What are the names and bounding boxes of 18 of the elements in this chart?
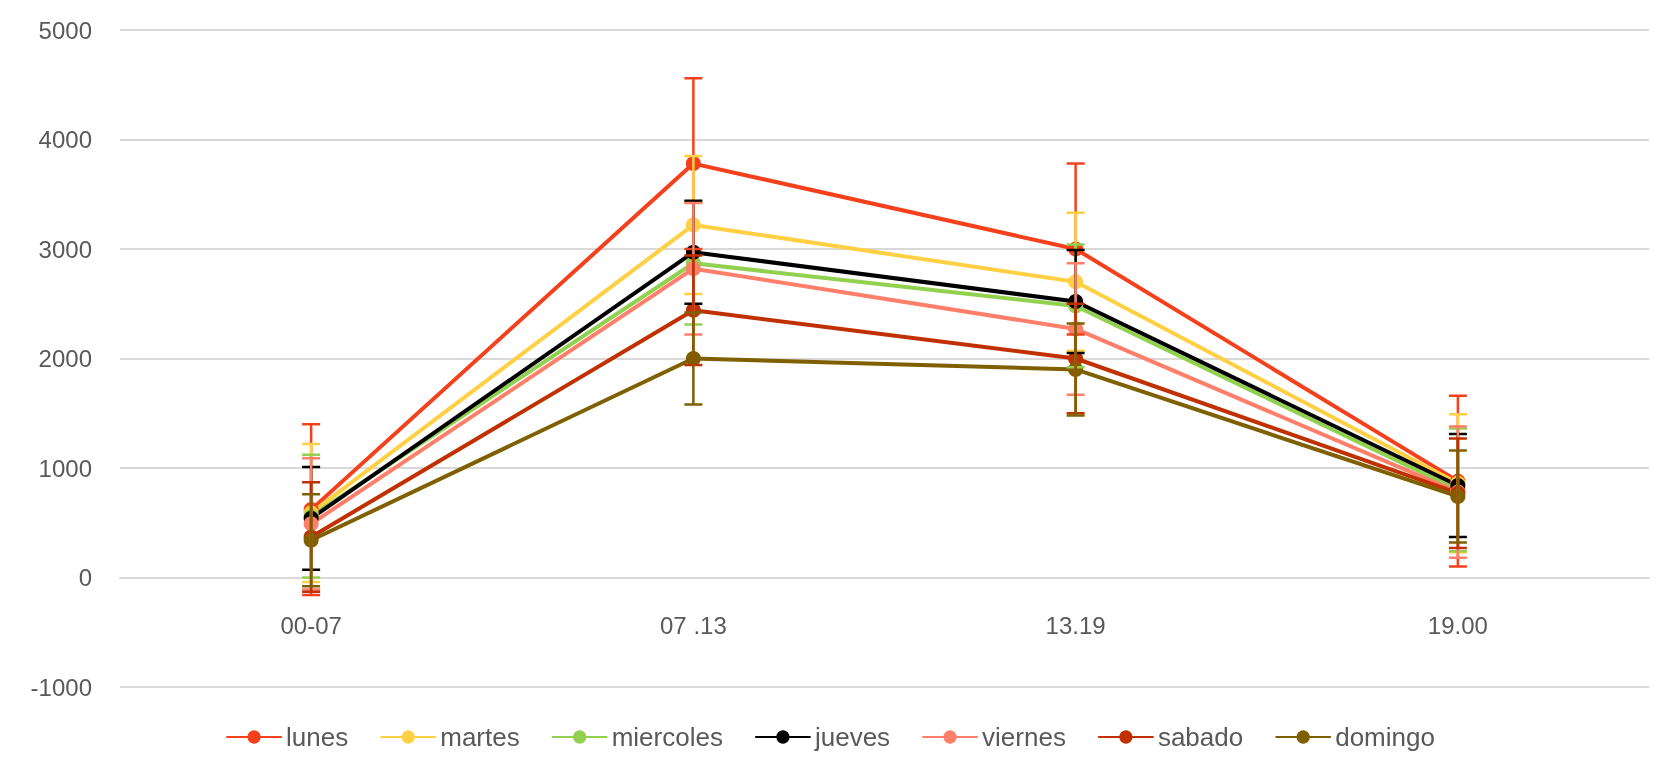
y-tick-label: 0 <box>78 564 92 591</box>
legend-label: miercoles <box>611 722 723 752</box>
legend-label: lunes <box>286 722 349 752</box>
legend-label: domingo <box>1335 722 1435 752</box>
legend-label: sabado <box>1157 722 1244 752</box>
x-tick-label: 07 .13 <box>660 612 727 639</box>
y-tick-label: 4000 <box>38 126 92 153</box>
legend-label: martes <box>440 722 520 752</box>
legend-label: jueves <box>813 722 891 752</box>
x-tick-label: 00-07 <box>280 612 342 639</box>
y-tick-label: 5000 <box>38 16 92 44</box>
y-tick-label: 2000 <box>38 345 92 372</box>
y-tick-label: -1000 <box>30 673 92 701</box>
legend-label: viernes <box>982 722 1066 752</box>
x-tick-label: 13.19 <box>1045 612 1106 639</box>
y-tick-label: 1000 <box>38 454 92 482</box>
y-tick-label: 3000 <box>38 235 92 263</box>
x-tick-label: 19.00 <box>1427 612 1488 639</box>
